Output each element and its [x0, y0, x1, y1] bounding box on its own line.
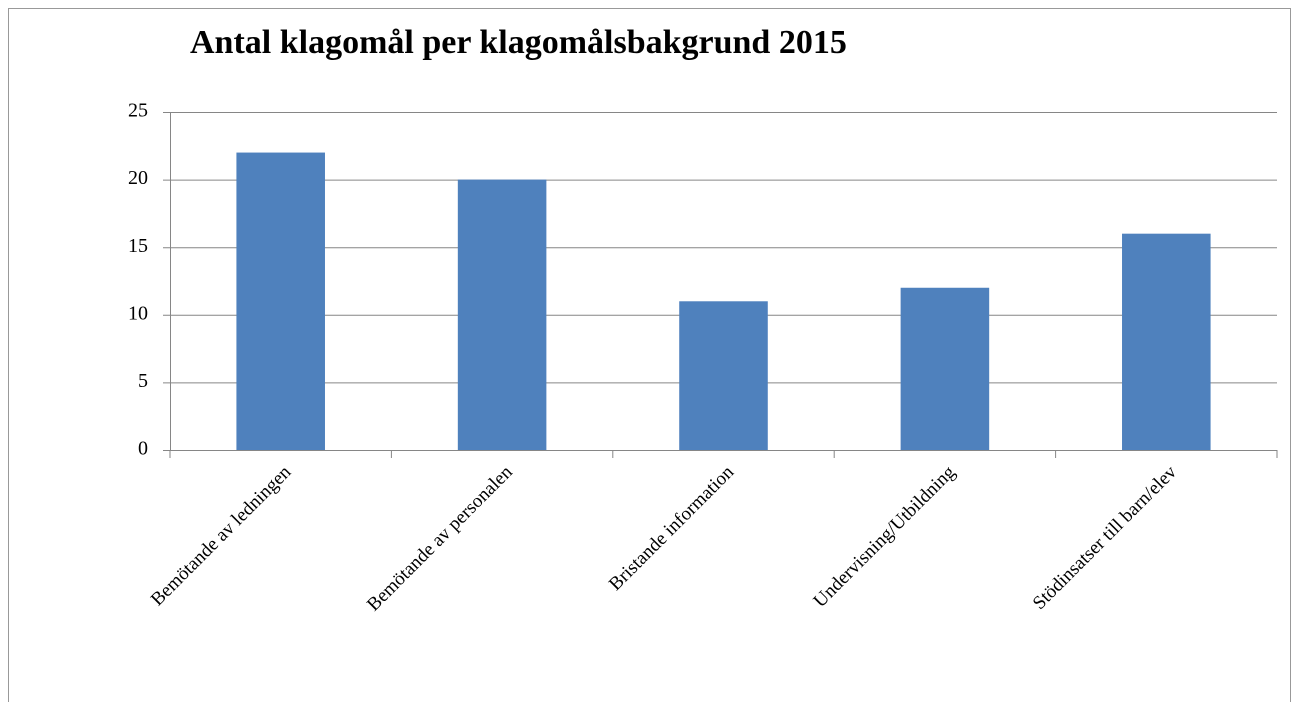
- y-tick-label: 25: [128, 100, 148, 122]
- bar: [900, 287, 990, 450]
- x-tick-label: Bristande information: [605, 461, 738, 594]
- x-tick-label: Undervisning/Utbildning: [810, 461, 960, 611]
- x-tick-label: Stödinsatser till barn/elev: [1029, 461, 1182, 614]
- bar: [679, 301, 768, 450]
- x-tick-label: Bemötande av ledningen: [147, 461, 296, 610]
- y-tick-label: 0: [138, 438, 148, 460]
- y-tick-label: 20: [128, 167, 148, 189]
- x-tick-label: Bemötande av personalen: [363, 461, 517, 615]
- bar: [457, 179, 547, 450]
- chart-frame: [8, 8, 1291, 702]
- y-tick-label: 5: [138, 370, 148, 392]
- chart-title: Antal klagomål per klagomålsbakgrund 201…: [190, 24, 847, 61]
- y-tick-label: 15: [128, 235, 148, 257]
- y-tick-label: 10: [128, 302, 148, 324]
- bar: [1122, 233, 1211, 450]
- bar: [236, 152, 325, 450]
